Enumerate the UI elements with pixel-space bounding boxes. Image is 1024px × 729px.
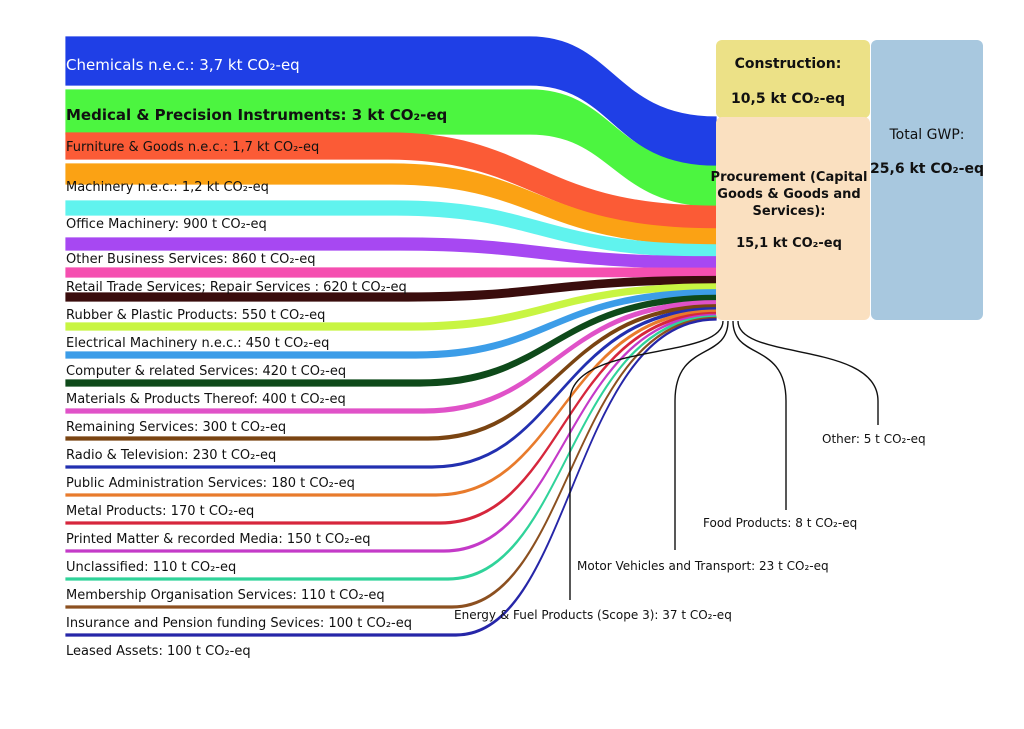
small-flow-line-3	[732, 320, 787, 510]
flow-label-10: Computer & related Services: 420 t CO₂-e…	[66, 364, 346, 379]
flow-label-8: Rubber & Plastic Products: 550 t CO₂-eq	[66, 308, 325, 323]
node-total: Total GWP: 25,6 kt CO₂-eq	[870, 40, 984, 320]
flow-label-13: Radio & Television: 230 t CO₂-eq	[66, 448, 276, 463]
construction-node-value: 10,5 kt CO₂-eq	[731, 91, 845, 107]
small-flow-line-4	[737, 320, 879, 425]
total-node-box	[871, 40, 983, 320]
flow-label-6: Other Business Services: 860 t CO₂-eq	[66, 252, 315, 267]
flow-label-16: Printed Matter & recorded Media: 150 t C…	[66, 532, 371, 547]
flow-label-3: Furniture & Goods n.e.c.: 1,7 kt CO₂-eq	[66, 140, 319, 155]
total-node-value: 25,6 kt CO₂-eq	[870, 161, 984, 177]
flow-band-20	[65, 318, 717, 637]
small-flow-line-2	[674, 320, 729, 550]
small-flow-lines	[569, 320, 879, 600]
flow-bands	[65, 36, 717, 637]
flow-label-20: Leased Assets: 100 t CO₂-eq	[66, 644, 251, 659]
small-flow-label-1: Energy & Fuel Products (Scope 3): 37 t C…	[454, 608, 732, 622]
flow-label-14: Public Administration Services: 180 t CO…	[66, 476, 355, 491]
procurement-title-line-2: Goods & Goods and	[717, 187, 860, 202]
flow-label-9: Electrical Machinery n.e.c.: 450 t CO₂-e…	[66, 336, 329, 351]
flow-label-18: Membership Organisation Services: 110 t …	[66, 588, 385, 603]
flow-label-12: Remaining Services: 300 t CO₂-eq	[66, 420, 286, 435]
flow-label-1: Chemicals n.e.c.: 3,7 kt CO₂-eq	[66, 56, 300, 74]
flow-label-7: Retail Trade Services; Repair Services :…	[66, 280, 407, 295]
flow-label-17: Unclassified: 110 t CO₂-eq	[66, 560, 236, 575]
flow-band-7	[65, 267, 717, 278]
small-flow-line-1	[569, 320, 724, 600]
total-node-title: Total GWP:	[889, 127, 965, 143]
small-flow-label-4: Other: 5 t CO₂-eq	[822, 432, 926, 446]
node-procurement: Procurement (Capital Goods & Goods and S…	[711, 117, 870, 320]
procurement-title-line-3: Services):	[753, 204, 826, 219]
small-flow-label-3: Food Products: 8 t CO₂-eq	[703, 516, 857, 530]
flow-labels: Chemicals n.e.c.: 3,7 kt CO₂-eq Medical &…	[66, 56, 447, 659]
construction-node-title: Construction:	[735, 56, 842, 72]
flow-label-11: Materials & Products Thereof: 400 t CO₂-…	[66, 392, 346, 407]
flow-label-5: Office Machinery: 900 t CO₂-eq	[66, 217, 267, 232]
construction-node-box	[716, 40, 870, 118]
node-construction: Construction: 10,5 kt CO₂-eq	[716, 40, 870, 118]
procurement-node-box	[716, 117, 870, 320]
small-flow-labels: Energy & Fuel Products (Scope 3): 37 t C…	[454, 432, 926, 622]
procurement-node-value: 15,1 kt CO₂-eq	[736, 236, 842, 251]
flow-label-19: Insurance and Pension funding Sevices: 1…	[66, 616, 412, 631]
flow-label-15: Metal Products: 170 t CO₂-eq	[66, 504, 254, 519]
procurement-title-line-1: Procurement (Capital	[711, 170, 868, 185]
flow-label-4: Machinery n.e.c.: 1,2 kt CO₂-eq	[66, 180, 269, 195]
small-flow-label-2: Motor Vehicles and Transport: 23 t CO₂-e…	[577, 559, 829, 573]
flow-label-2: Medical & Precision Instruments: 3 kt CO…	[66, 106, 447, 124]
